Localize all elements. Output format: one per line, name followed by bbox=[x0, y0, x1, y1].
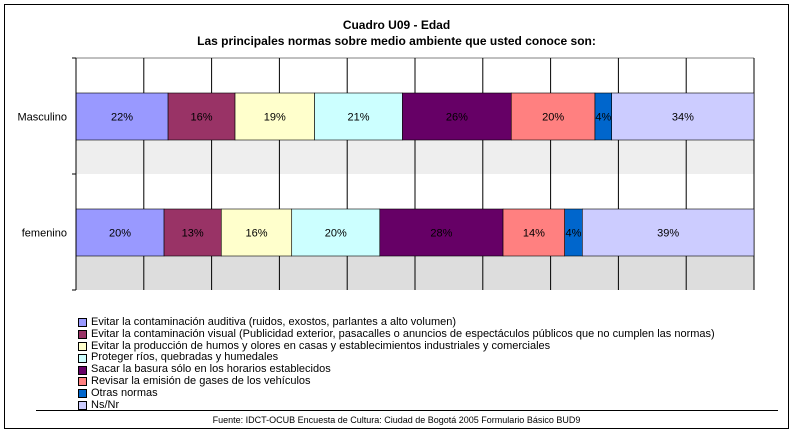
legend-label: Evitar la contaminación visual (Publicid… bbox=[91, 327, 715, 340]
legend-label: Otras normas bbox=[91, 386, 158, 399]
data-label: 22% bbox=[111, 112, 133, 124]
bar-segment bbox=[234, 92, 315, 141]
data-label: 39% bbox=[657, 228, 679, 240]
legend: Evitar la contaminación auditiva (ruidos… bbox=[78, 316, 778, 412]
bar-segment bbox=[220, 208, 293, 257]
data-label: 34% bbox=[672, 112, 694, 124]
bar-segment bbox=[611, 92, 755, 141]
bar-segment bbox=[75, 208, 165, 257]
legend-swatch bbox=[78, 353, 87, 363]
chart-title: Cuadro U09 - Edad bbox=[342, 18, 451, 32]
chart-plot: 22% 16% 19% 21% 26% 20% 4% 34% 20% 13% 16% 20% 28% 14… bbox=[17, 57, 755, 291]
legend-swatch bbox=[78, 318, 87, 328]
data-label: 20% bbox=[325, 228, 347, 240]
legend-label: Evitar la producción de humos y olores e… bbox=[91, 339, 551, 352]
bar-segment bbox=[163, 208, 222, 257]
category-label: femenino bbox=[22, 228, 67, 240]
legend-swatch bbox=[78, 377, 87, 387]
data-label: 13% bbox=[182, 228, 204, 240]
data-label: 20% bbox=[109, 228, 131, 240]
legend-item: Ns/Nr bbox=[78, 398, 778, 412]
bar-segment bbox=[291, 208, 381, 257]
category-label: Masculino bbox=[17, 112, 67, 124]
bar-segment bbox=[581, 208, 755, 257]
category-axis: Masculino femenino bbox=[17, 57, 77, 291]
data-label: 28% bbox=[430, 228, 452, 240]
legend-label: Proteger ríos, quebradas y humedales bbox=[91, 351, 279, 364]
bar-segment bbox=[75, 92, 169, 141]
legend-label: Revisar la emisión de gases de los vehíc… bbox=[91, 374, 311, 387]
data-label: 21% bbox=[347, 112, 369, 124]
legend-swatch bbox=[78, 400, 87, 410]
legend-item: Evitar la producción de humos y olores e… bbox=[78, 339, 778, 353]
bar-segment bbox=[510, 92, 596, 141]
legend-swatch bbox=[78, 365, 87, 375]
legend-swatch bbox=[78, 341, 87, 351]
legend-item: Revisar la emisión de gases de los vehíc… bbox=[78, 374, 778, 388]
legend-item: Proteger ríos, quebradas y humedales bbox=[78, 352, 778, 364]
data-label: 4% bbox=[595, 112, 611, 124]
legend-item: Otras normas bbox=[78, 386, 778, 400]
chart-subtitle: Las principales normas sobre medio ambie… bbox=[197, 34, 596, 48]
legend-swatch bbox=[78, 330, 87, 340]
legend-item: Evitar la contaminación visual (Publicid… bbox=[78, 327, 778, 341]
data-label: 16% bbox=[191, 112, 213, 124]
legend-baseline bbox=[36, 410, 778, 411]
data-label: 26% bbox=[446, 112, 468, 124]
legend-item: Evitar la contaminación auditiva (ruidos… bbox=[78, 316, 778, 329]
data-label: 20% bbox=[542, 112, 564, 124]
data-label: 19% bbox=[264, 112, 286, 124]
legend-label: Evitar la contaminación auditiva (ruidos… bbox=[91, 316, 457, 328]
legend-label: Ns/Nr bbox=[91, 398, 120, 411]
legend-swatch bbox=[78, 389, 87, 399]
data-label: 14% bbox=[523, 228, 545, 240]
bar-segment bbox=[314, 92, 403, 141]
data-label: 16% bbox=[245, 228, 267, 240]
bar-segment bbox=[167, 92, 236, 141]
legend-item: Sacar la basura sólo en los horarios est… bbox=[78, 363, 778, 376]
bar-segments: 22% 16% 19% 21% 26% 20% 4% 34% 20% 13% 16% 20% 28% 14… bbox=[75, 92, 755, 257]
data-label: 4% bbox=[566, 228, 582, 240]
bar-segment bbox=[379, 208, 504, 257]
bar-segment bbox=[402, 92, 512, 141]
source-note: Fuente: IDCT-OCUB Encuesta de Cultura: C… bbox=[212, 415, 581, 425]
legend-label: Sacar la basura sólo en los horarios est… bbox=[91, 363, 331, 376]
